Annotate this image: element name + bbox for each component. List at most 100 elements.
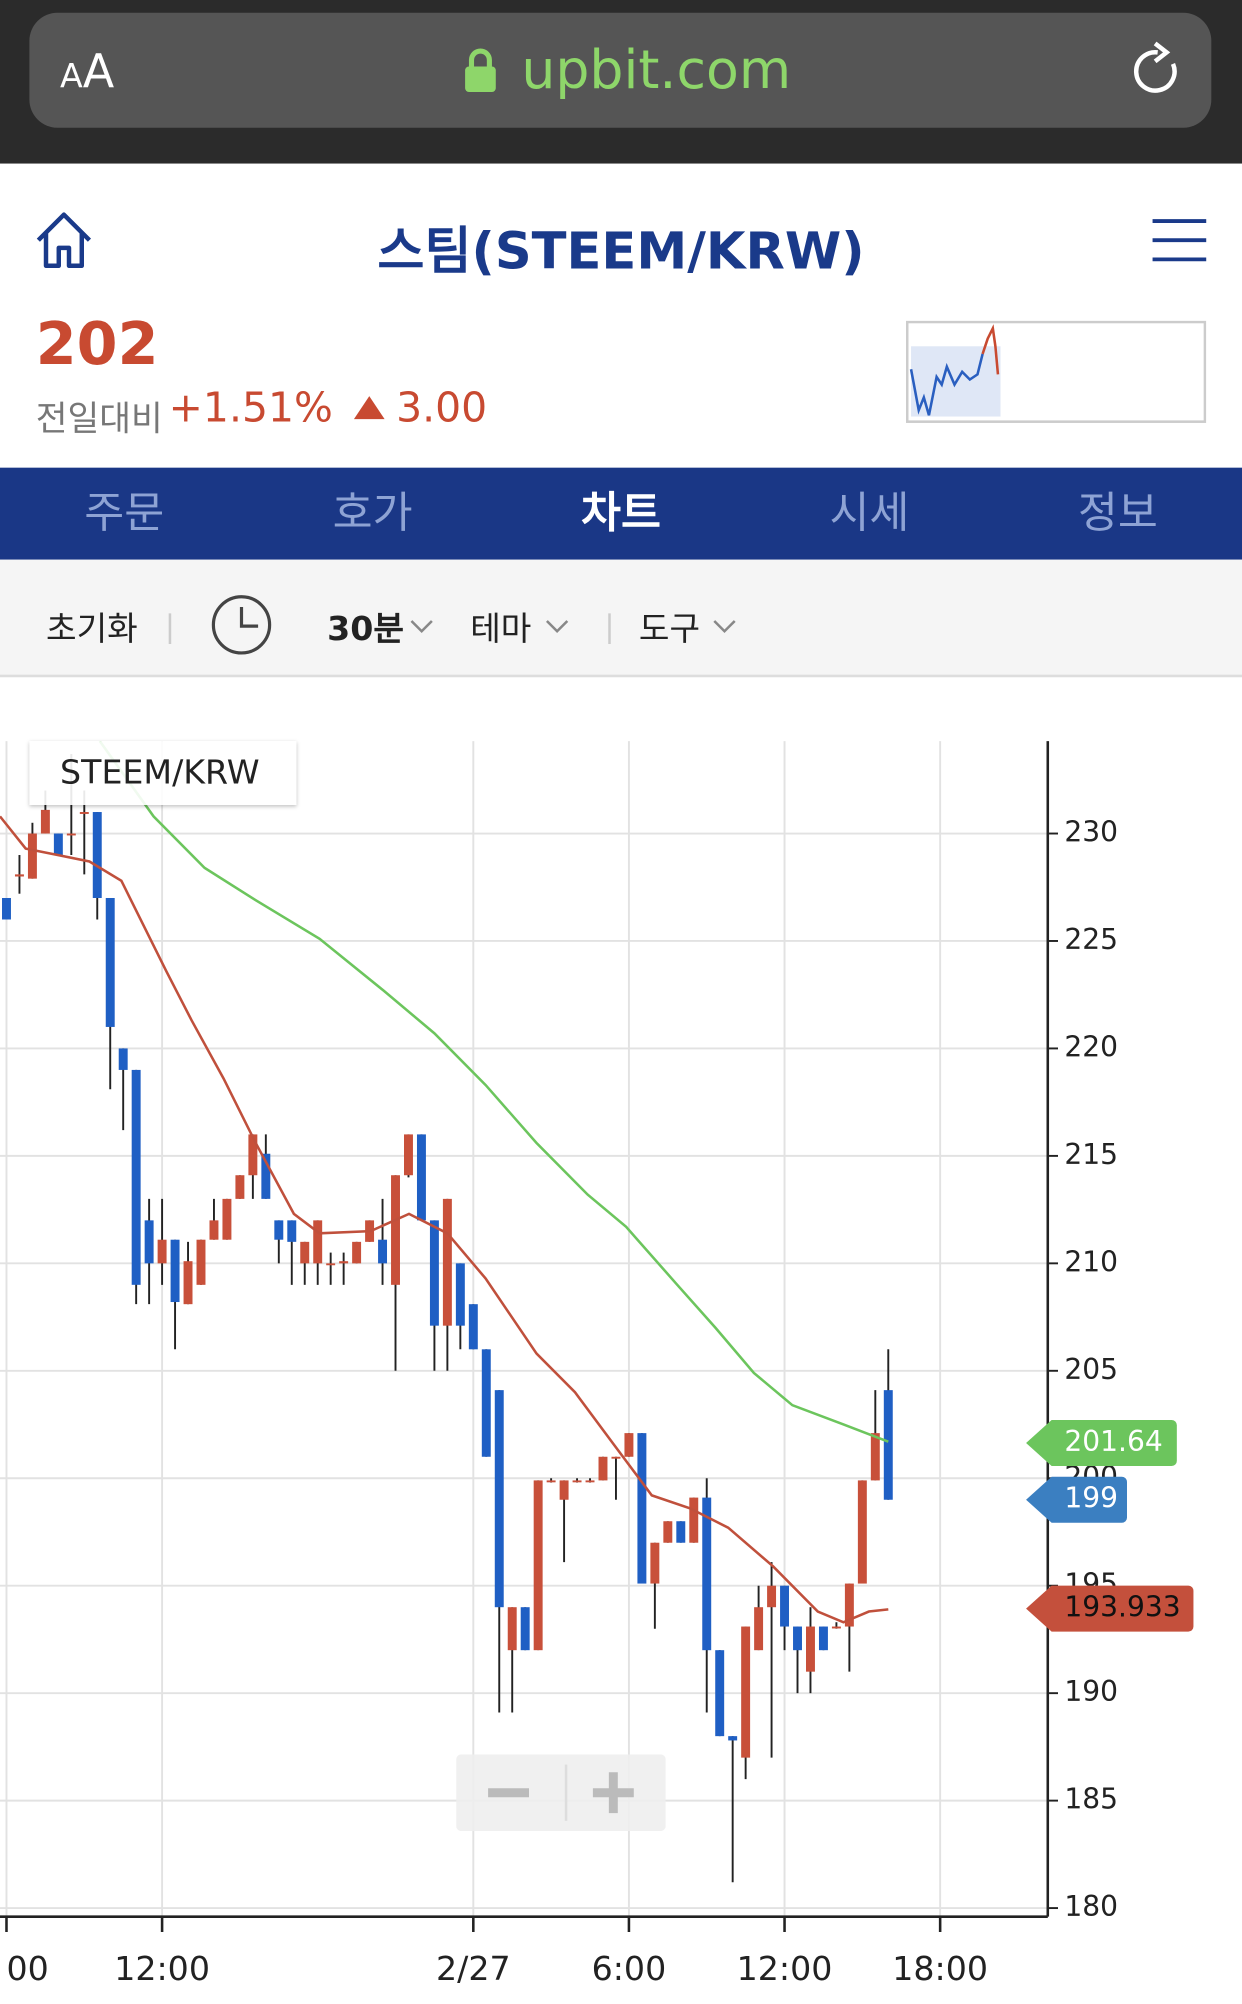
price-badge-label: 201.64 [1064,1425,1162,1458]
candle-body [131,1069,141,1285]
change-rate: +1.51% [168,383,333,432]
candle-body [183,1261,193,1305]
candle-body [455,1263,465,1326]
moving-average [98,741,889,1443]
candle-body [300,1241,310,1264]
candle-body [287,1220,297,1242]
y-tick-label: 210 [1064,1245,1118,1278]
candle-body [468,1304,478,1350]
candle-body [818,1626,828,1651]
x-tick-label: 6:00 [592,1949,667,1988]
y-tick-label: 205 [1064,1353,1118,1386]
candle-body [754,1607,764,1651]
url[interactable]: upbit.com [521,38,792,101]
candle-body [624,1433,634,1457]
y-tick-label: 215 [1064,1138,1118,1171]
up-arrow [353,396,385,420]
candle-body [572,1480,582,1483]
y-tick-label: 220 [1064,1030,1118,1063]
mini-chart [905,320,1207,423]
zoom-control[interactable] [456,1754,666,1832]
candle-body [416,1134,426,1221]
home-icon[interactable] [33,210,97,271]
candle-body [2,897,11,920]
candle-body [741,1626,751,1758]
candle-body [248,1134,258,1176]
candle-body [793,1626,802,1651]
candle-body [404,1134,413,1176]
y-tick-label: 185 [1064,1783,1118,1816]
reload-icon[interactable] [1130,41,1186,102]
change-label: 전일대비 [35,399,163,440]
font-size-button[interactable]: AA [60,46,115,99]
toolbar-icons [168,595,736,655]
candle-body [429,1220,439,1326]
interval-select[interactable]: 30분 [327,610,404,650]
candle-body [767,1585,777,1608]
x-tick-label: 12:00 [114,1949,210,1988]
candle-body [702,1497,712,1651]
plot-area [0,741,893,1883]
legend-box [29,741,297,806]
candle-body [559,1480,569,1500]
candle-body [598,1456,608,1481]
menu-icon[interactable] [1150,217,1209,263]
tab[interactable]: 주문 [84,488,165,540]
address-bar[interactable] [29,12,1212,128]
x-tick-label: 18:00 [892,1949,988,1988]
moving-average [0,815,889,1624]
tab[interactable]: 시세 [829,488,910,540]
candle-body [611,1456,621,1459]
tools-select[interactable]: 도구 [638,610,701,650]
candle-body [92,812,102,898]
candle-body [780,1585,790,1627]
candle-body [689,1497,699,1543]
lock-icon [465,48,496,93]
candle-body [378,1239,388,1264]
candle-body [66,833,76,836]
candle-body [728,1736,738,1741]
candle-body [40,809,50,834]
x-tick-label: 12:00 [737,1949,833,1988]
candle-body [883,1390,893,1500]
tab[interactable]: 호가 [332,488,413,540]
candle-body [831,1626,841,1629]
candle-body [507,1607,517,1651]
candle-body [261,1153,271,1199]
reset-button[interactable]: 초기화 [46,610,138,650]
candle-body [339,1261,349,1264]
candle-body [676,1521,686,1543]
candle-body [326,1263,336,1266]
candle-body [222,1198,232,1240]
candle-body [844,1583,854,1627]
candle-body [144,1220,154,1264]
candle-body [806,1626,815,1672]
theme-select[interactable]: 테마 [470,610,532,650]
candle-body [105,897,115,1027]
candle-body [274,1220,284,1240]
candle-body [118,1048,128,1070]
y-tick-label: 190 [1064,1675,1118,1708]
y-tick-label: 230 [1064,816,1118,849]
tab-bar [0,467,1242,560]
tab[interactable]: 차트 [581,488,661,540]
candle-body [170,1239,180,1303]
candle-body [715,1650,725,1737]
change-amount: 3.00 [396,383,488,432]
candle-body [857,1480,867,1584]
price-badge [1026,1476,1128,1523]
tab[interactable]: 정보 [1077,488,1158,540]
y-tick-label: 180 [1064,1890,1118,1923]
candle-body [352,1241,362,1264]
price-badge-label: 193.933 [1064,1591,1180,1624]
candle-body [209,1220,219,1240]
legend-title: STEEM/KRW [60,753,260,793]
price-badge [1026,1585,1194,1632]
candle-body [481,1349,491,1457]
price: 202 [35,309,159,379]
candle-body [585,1480,595,1483]
candle-body [494,1390,504,1608]
candle-body [546,1480,556,1483]
